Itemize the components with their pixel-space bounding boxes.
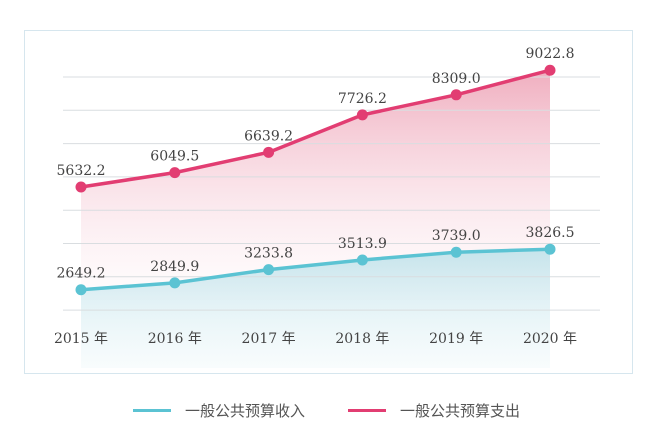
data-point-income <box>75 284 87 296</box>
data-point-expenditure <box>75 181 87 193</box>
x-tick-label: 2019 年 <box>429 331 483 347</box>
data-label-expenditure: 9022.8 <box>526 46 575 62</box>
series-line-expenditure <box>80 68 551 189</box>
data-point-expenditure <box>263 146 275 158</box>
data-point-income <box>356 254 368 266</box>
data-label-income: 2649.2 <box>57 266 106 282</box>
legend-label-income: 一般公共预算收入 <box>185 402 306 420</box>
data-point-income <box>263 264 275 276</box>
data-point-income <box>450 246 462 258</box>
x-tick-label: 2015 年 <box>54 331 108 347</box>
data-label-income: 3513.9 <box>338 236 387 252</box>
legend-label-expenditure: 一般公共预算支出 <box>400 402 521 420</box>
legend-swatch-income <box>133 409 171 412</box>
series-line-income <box>80 247 551 292</box>
area-income <box>81 249 550 368</box>
data-label-expenditure: 5632.2 <box>57 163 106 179</box>
data-label-expenditure: 6639.2 <box>244 128 293 144</box>
x-tick-label: 2020 年 <box>523 331 577 347</box>
x-tick-label: 2018 年 <box>335 331 389 347</box>
data-label-income: 3826.5 <box>526 225 575 241</box>
legend-item-income: 一般公共预算收入 <box>133 400 305 421</box>
data-label-income: 2849.9 <box>150 259 199 275</box>
data-label-expenditure: 8309.0 <box>432 71 481 87</box>
data-point-expenditure <box>450 89 462 101</box>
data-point-expenditure <box>169 167 181 179</box>
legend: 一般公共预算收入 一般公共预算支出 <box>0 400 663 422</box>
x-tick-label: 2017 年 <box>242 331 296 347</box>
x-tick-label: 2016 年 <box>148 331 202 347</box>
data-point-income <box>544 243 556 255</box>
legend-swatch-expenditure <box>348 409 386 412</box>
data-label-income: 3233.8 <box>244 246 293 262</box>
data-label-income: 3739.0 <box>432 228 481 244</box>
data-label-expenditure: 7726.2 <box>338 91 387 107</box>
data-point-expenditure <box>544 64 556 76</box>
chart-frame <box>24 30 633 374</box>
area-expenditure <box>81 70 550 301</box>
data-label-expenditure: 6049.5 <box>150 149 199 165</box>
data-point-income <box>169 277 181 289</box>
legend-item-expenditure: 一般公共预算支出 <box>348 400 520 421</box>
data-point-expenditure <box>356 109 368 121</box>
